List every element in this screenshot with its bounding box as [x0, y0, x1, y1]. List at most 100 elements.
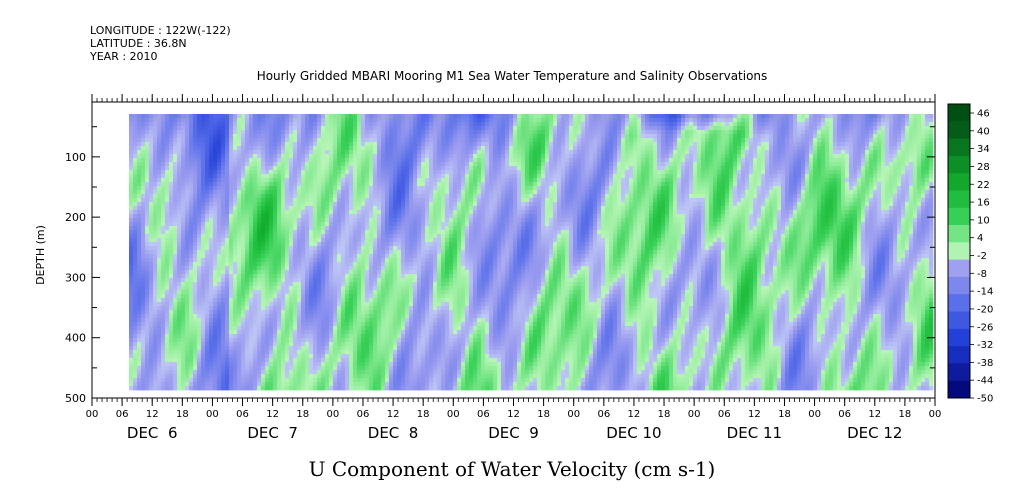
heatmap-cell: [897, 142, 902, 147]
heatmap-cell: [409, 118, 414, 123]
heatmap-cell: [801, 194, 806, 199]
heatmap-cell: [853, 150, 858, 155]
heatmap-cell: [609, 190, 614, 195]
heatmap-cell: [285, 166, 290, 171]
heatmap-cell: [889, 166, 894, 171]
heatmap-cell: [405, 194, 410, 199]
heatmap-cell: [889, 174, 894, 179]
heatmap-cell: [785, 166, 790, 171]
heatmap-cell: [149, 118, 154, 123]
heatmap-cell: [405, 130, 410, 135]
heatmap-cell: [161, 142, 166, 147]
heatmap-cell: [137, 126, 142, 131]
heatmap-cell: [209, 194, 214, 199]
heatmap-cell: [701, 198, 706, 203]
heatmap-cell: [329, 146, 334, 151]
heatmap-cell: [389, 174, 394, 179]
heatmap-cell: [425, 146, 430, 151]
heatmap-cell: [925, 146, 930, 151]
heatmap-cell: [193, 186, 198, 191]
heatmap-cell: [581, 170, 586, 175]
heatmap-cell: [553, 114, 558, 119]
heatmap-cell: [745, 138, 750, 143]
heatmap-cell: [845, 138, 850, 143]
heatmap-cell: [221, 130, 226, 135]
heatmap-cell: [769, 122, 774, 127]
heatmap-cell: [185, 210, 190, 215]
heatmap-cell: [541, 178, 546, 183]
heatmap-cell: [829, 202, 834, 207]
heatmap-cell: [633, 178, 638, 183]
heatmap-cell: [789, 138, 794, 143]
heatmap-cell: [345, 182, 350, 187]
heatmap-cell: [197, 130, 202, 135]
heatmap-cell: [509, 174, 514, 179]
heatmap-cell: [233, 178, 238, 183]
heatmap-cell: [753, 206, 758, 211]
heatmap-cell: [805, 138, 810, 143]
heatmap-cell: [513, 174, 518, 179]
heatmap-cell: [565, 174, 570, 179]
heatmap-cell: [733, 194, 738, 199]
heatmap-cell: [441, 146, 446, 151]
heatmap-cell: [537, 206, 542, 211]
heatmap-cell: [381, 126, 386, 131]
heatmap-cell: [709, 154, 714, 159]
heatmap-cell: [149, 202, 154, 207]
heatmap-cell: [205, 182, 210, 187]
heatmap-cell: [749, 206, 754, 211]
heatmap-cell: [561, 114, 566, 119]
heatmap-cell: [313, 162, 318, 167]
heatmap-cell: [909, 162, 914, 167]
heatmap-cell: [185, 134, 190, 139]
heatmap-cell: [565, 162, 570, 167]
heatmap-cell: [541, 118, 546, 123]
heatmap-cell: [217, 146, 222, 151]
heatmap-cell: [773, 186, 778, 191]
heatmap-cell: [929, 162, 934, 167]
heatmap-cell: [849, 178, 854, 183]
heatmap-cell: [725, 210, 730, 215]
heatmap-cell: [833, 158, 838, 163]
heatmap-cell: [529, 118, 534, 123]
heatmap-cell: [409, 182, 414, 187]
heatmap-cell: [137, 210, 142, 215]
heatmap-cell: [333, 122, 338, 127]
heatmap-cell: [413, 210, 418, 215]
heatmap-cell: [309, 186, 314, 191]
heatmap-cell: [473, 190, 478, 195]
heatmap-cell: [289, 178, 294, 183]
heatmap-cell: [657, 134, 662, 139]
heatmap-cell: [809, 154, 814, 159]
heatmap-cell: [929, 194, 934, 199]
heatmap-cell: [617, 190, 622, 195]
heatmap-cell: [781, 118, 786, 123]
heatmap-cell: [917, 122, 922, 127]
heatmap-cell: [897, 166, 902, 171]
heatmap-cell: [549, 118, 554, 123]
heatmap-cell: [457, 138, 462, 143]
heatmap-cell: [181, 178, 186, 183]
heatmap-cell: [233, 114, 238, 119]
heatmap-cell: [277, 126, 282, 131]
heatmap-cell: [869, 146, 874, 151]
heatmap-cell: [789, 170, 794, 175]
heatmap-cell: [889, 186, 894, 191]
heatmap-cell: [549, 114, 554, 119]
heatmap-cell: [857, 150, 862, 155]
heatmap-cell: [281, 166, 286, 171]
heatmap-cell: [877, 194, 882, 199]
heatmap-cell: [889, 158, 894, 163]
heatmap-cell: [841, 162, 846, 167]
heatmap-cell: [401, 126, 406, 131]
heatmap-cell: [657, 138, 662, 143]
heatmap-cell: [577, 138, 582, 143]
heatmap-cell: [645, 162, 650, 167]
heatmap-cell: [145, 190, 150, 195]
heatmap-cell: [349, 118, 354, 123]
heatmap-cell: [301, 206, 306, 211]
heatmap-cell: [857, 134, 862, 139]
heatmap-cell: [285, 142, 290, 147]
heatmap-cell: [293, 146, 298, 151]
heatmap-cell: [349, 162, 354, 167]
